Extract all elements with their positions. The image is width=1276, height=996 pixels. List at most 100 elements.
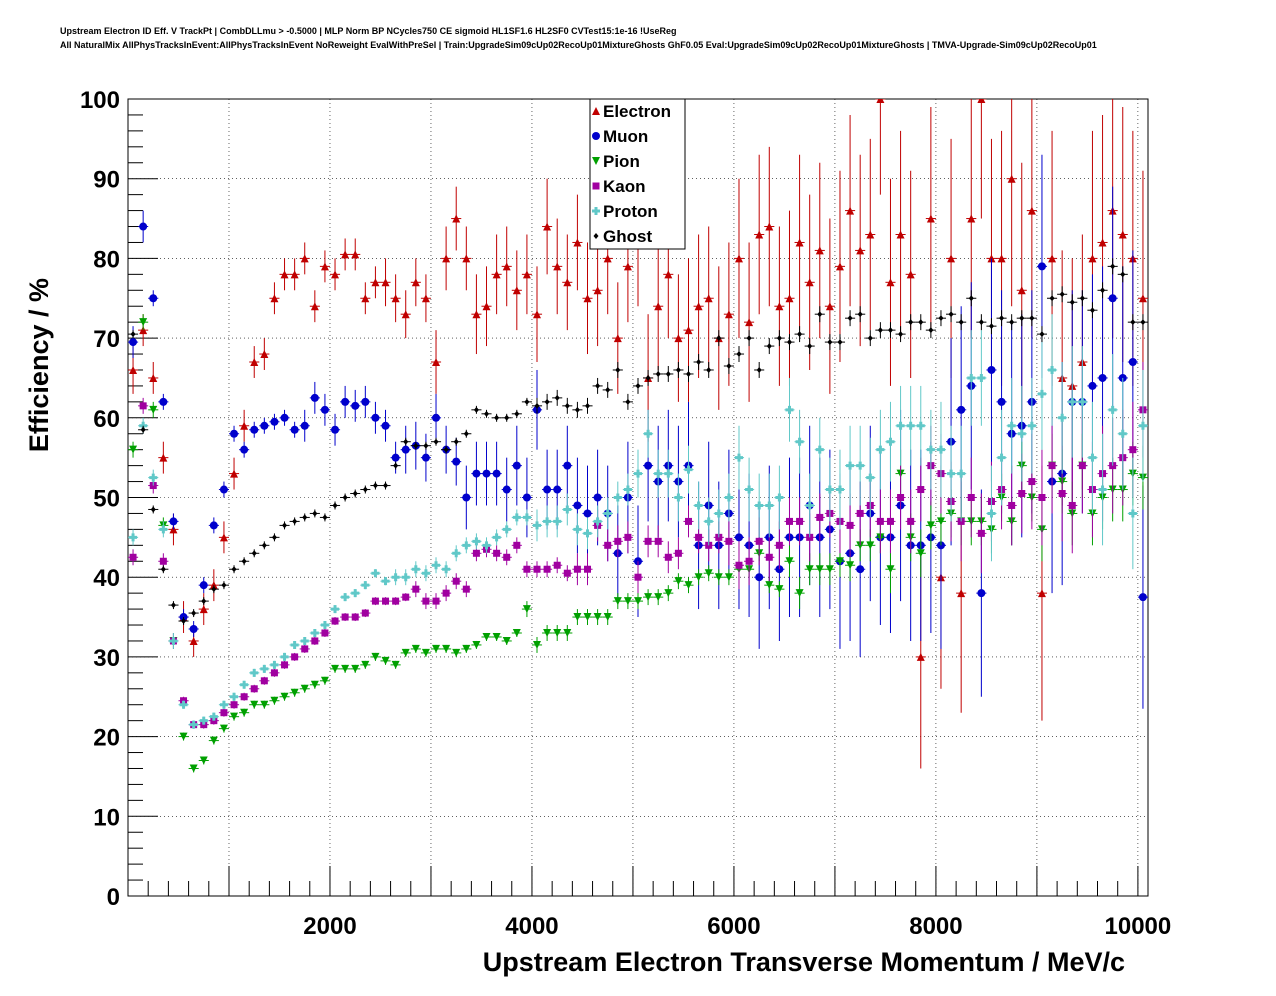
data-point <box>936 517 945 526</box>
legend-marker-ghost <box>593 233 599 239</box>
data-point <box>140 426 146 433</box>
data-point <box>1039 331 1045 338</box>
data-point <box>543 565 551 573</box>
data-point <box>260 421 269 430</box>
data-point <box>310 393 319 402</box>
data-point <box>462 541 471 550</box>
data-point <box>846 521 854 529</box>
data-point <box>604 541 612 549</box>
data-point <box>292 518 298 525</box>
data-point <box>856 565 865 574</box>
data-point <box>634 597 642 606</box>
data-point <box>644 461 653 470</box>
data-point <box>775 493 784 502</box>
data-point <box>512 461 521 470</box>
data-point <box>856 461 865 470</box>
data-point <box>1098 485 1107 494</box>
data-point <box>1069 299 1075 306</box>
data-point <box>322 514 328 521</box>
y-tick-label: 90 <box>93 167 120 194</box>
data-point <box>230 429 239 438</box>
data-point <box>423 442 429 449</box>
data-point <box>694 573 703 582</box>
y-tick-label: 60 <box>93 406 120 433</box>
data-point <box>674 577 683 586</box>
data-point <box>371 652 380 661</box>
data-point <box>977 99 986 103</box>
data-point <box>866 230 875 239</box>
data-point <box>282 522 288 529</box>
data-point <box>381 421 390 430</box>
data-point <box>502 525 511 534</box>
data-point <box>421 648 430 657</box>
data-point <box>987 509 996 518</box>
data-point <box>968 295 974 302</box>
y-tick-label: 80 <box>93 246 120 273</box>
data-point <box>755 537 763 545</box>
data-point <box>674 493 683 502</box>
y-axis-label: Efficiency / % <box>24 278 54 452</box>
x-tick-label: 8000 <box>909 913 962 940</box>
data-point <box>997 254 1006 263</box>
data-point <box>391 573 400 582</box>
data-point <box>896 230 905 239</box>
data-point <box>522 493 531 502</box>
data-point <box>421 294 430 303</box>
data-point <box>382 597 390 605</box>
data-point <box>341 664 350 673</box>
data-point <box>726 362 732 369</box>
data-point <box>331 664 340 673</box>
data-point <box>1027 206 1036 215</box>
data-point <box>179 732 188 741</box>
data-point <box>421 453 430 462</box>
data-point <box>867 335 873 342</box>
data-point <box>391 453 400 462</box>
data-point <box>775 541 783 549</box>
data-point <box>1088 453 1097 462</box>
data-point <box>815 445 824 454</box>
data-point <box>755 501 764 510</box>
data-point <box>391 660 400 669</box>
data-point <box>401 445 410 454</box>
data-point <box>573 501 582 510</box>
data-point <box>129 445 138 454</box>
data-point <box>896 421 905 430</box>
data-point <box>472 549 480 557</box>
data-point <box>543 628 552 637</box>
data-point <box>694 501 703 510</box>
data-point <box>403 438 409 445</box>
data-point <box>290 425 299 434</box>
data-point <box>452 549 461 558</box>
data-point <box>694 302 703 311</box>
data-point <box>947 469 956 478</box>
data-point <box>664 469 673 478</box>
data-point <box>816 513 824 521</box>
data-point <box>593 286 602 295</box>
data-point <box>926 214 935 223</box>
data-point <box>160 566 166 573</box>
data-point <box>371 413 380 422</box>
data-point <box>393 462 399 469</box>
data-point <box>684 465 693 474</box>
data-point <box>1027 421 1036 430</box>
data-point <box>553 517 562 526</box>
data-point <box>159 557 167 565</box>
data-point <box>997 397 1006 406</box>
data-point <box>522 513 531 522</box>
data-point <box>170 602 176 609</box>
data-point <box>371 597 379 605</box>
data-point <box>413 442 419 449</box>
data-point <box>199 581 208 590</box>
data-point <box>807 343 813 350</box>
data-point <box>250 358 259 367</box>
data-point <box>835 485 844 494</box>
data-point <box>361 581 370 590</box>
data-point <box>544 398 550 405</box>
data-point <box>574 406 580 413</box>
data-point <box>1120 271 1126 278</box>
data-point <box>270 696 279 705</box>
data-point <box>1138 421 1147 430</box>
data-point <box>533 565 541 573</box>
data-point <box>300 421 309 430</box>
data-point <box>300 684 309 693</box>
